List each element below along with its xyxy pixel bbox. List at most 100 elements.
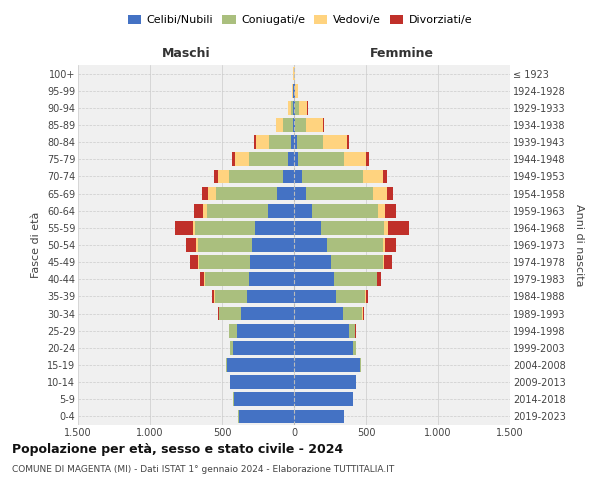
- Bar: [276, 118, 283, 132]
- Bar: [194, 204, 203, 218]
- Bar: [185, 238, 196, 252]
- Bar: [302, 170, 363, 183]
- Bar: [268, 204, 294, 218]
- Bar: [294, 221, 322, 234]
- Bar: [283, 118, 293, 132]
- Bar: [294, 272, 334, 286]
- Bar: [306, 186, 373, 200]
- Bar: [252, 238, 294, 252]
- Bar: [288, 101, 290, 114]
- Bar: [383, 256, 384, 269]
- Bar: [294, 358, 360, 372]
- Bar: [294, 324, 349, 338]
- Text: Femmine: Femmine: [370, 47, 434, 60]
- Bar: [294, 392, 353, 406]
- Bar: [227, 358, 294, 372]
- Bar: [363, 170, 383, 183]
- Bar: [312, 204, 377, 218]
- Bar: [295, 118, 306, 132]
- Bar: [322, 221, 384, 234]
- Bar: [218, 306, 219, 320]
- Bar: [387, 186, 393, 200]
- Bar: [294, 410, 344, 424]
- Bar: [226, 358, 227, 372]
- Bar: [294, 136, 296, 149]
- Bar: [196, 238, 198, 252]
- Bar: [254, 136, 256, 149]
- Bar: [331, 256, 383, 269]
- Y-axis label: Anni di nascita: Anni di nascita: [574, 204, 584, 286]
- Bar: [256, 136, 269, 149]
- Legend: Celibi/Nubili, Coniugati/e, Vedovi/e, Divorziati/e: Celibi/Nubili, Coniugati/e, Vedovi/e, Di…: [124, 10, 476, 30]
- Text: COMUNE DI MAGENTA (MI) - Dati ISTAT 1° gennaio 2024 - Elaborazione TUTTITALIA.IT: COMUNE DI MAGENTA (MI) - Dati ISTAT 1° g…: [12, 465, 394, 474]
- Bar: [214, 170, 218, 183]
- Bar: [343, 306, 362, 320]
- Bar: [306, 118, 323, 132]
- Bar: [250, 256, 294, 269]
- Bar: [233, 392, 294, 406]
- Y-axis label: Fasce di età: Fasce di età: [31, 212, 41, 278]
- Bar: [294, 238, 327, 252]
- Bar: [291, 136, 294, 149]
- Bar: [299, 101, 307, 114]
- Bar: [295, 101, 299, 114]
- Bar: [215, 290, 247, 304]
- Bar: [383, 238, 385, 252]
- Bar: [237, 324, 294, 338]
- Bar: [294, 290, 336, 304]
- Bar: [230, 376, 294, 389]
- Bar: [190, 256, 198, 269]
- Bar: [336, 290, 365, 304]
- Bar: [275, 118, 276, 132]
- Bar: [384, 256, 392, 269]
- Bar: [198, 238, 252, 252]
- Bar: [230, 341, 233, 354]
- Bar: [294, 118, 295, 132]
- Bar: [248, 152, 288, 166]
- Bar: [349, 324, 355, 338]
- Bar: [294, 186, 306, 200]
- Bar: [241, 306, 294, 320]
- Bar: [239, 410, 294, 424]
- Bar: [294, 170, 302, 183]
- Bar: [212, 290, 214, 304]
- Bar: [229, 170, 283, 183]
- Bar: [294, 101, 295, 114]
- Bar: [277, 186, 294, 200]
- Bar: [366, 152, 369, 166]
- Bar: [218, 170, 229, 183]
- Bar: [196, 221, 255, 234]
- Bar: [215, 186, 277, 200]
- Bar: [229, 324, 237, 338]
- Bar: [293, 118, 294, 132]
- Bar: [296, 136, 323, 149]
- Bar: [294, 341, 353, 354]
- Bar: [362, 306, 364, 320]
- Bar: [269, 136, 291, 149]
- Bar: [373, 186, 387, 200]
- Bar: [344, 152, 366, 166]
- Bar: [193, 221, 196, 234]
- Bar: [353, 341, 356, 354]
- Text: Maschi: Maschi: [161, 47, 211, 60]
- Bar: [294, 256, 331, 269]
- Bar: [323, 136, 347, 149]
- Bar: [383, 170, 387, 183]
- Bar: [202, 186, 208, 200]
- Bar: [360, 358, 361, 372]
- Bar: [290, 101, 293, 114]
- Bar: [233, 341, 294, 354]
- Bar: [377, 272, 382, 286]
- Bar: [293, 101, 294, 114]
- Bar: [283, 170, 294, 183]
- Bar: [232, 152, 235, 166]
- Bar: [198, 256, 199, 269]
- Bar: [366, 290, 368, 304]
- Bar: [255, 221, 294, 234]
- Bar: [203, 204, 207, 218]
- Bar: [385, 238, 396, 252]
- Bar: [384, 221, 388, 234]
- Bar: [219, 306, 241, 320]
- Bar: [205, 272, 248, 286]
- Bar: [294, 152, 298, 166]
